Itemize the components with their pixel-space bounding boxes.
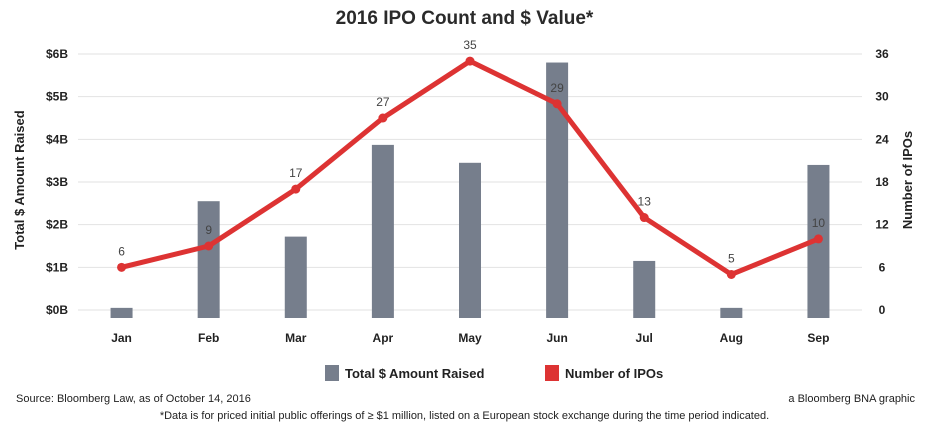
right-tick-label: 30 (875, 90, 889, 104)
ipo-point-jul (639, 213, 649, 223)
x-tick-label: Sep (807, 331, 829, 345)
bar-jun (546, 62, 569, 319)
left-tick-label: $4B (46, 132, 68, 146)
legend-label-amount: Total $ Amount Raised (345, 366, 484, 381)
bar-may (459, 162, 481, 318)
ipo-point-may (465, 56, 475, 66)
bar-apr (371, 144, 394, 318)
ipo-count-label: 29 (550, 81, 564, 95)
bar-aug (720, 307, 743, 318)
left-axis-label: Total $ Amount Raised (12, 110, 27, 249)
ipo-point-jun (552, 99, 562, 109)
ipo-count-label: 9 (205, 223, 212, 237)
ipo-count-label: 5 (728, 251, 735, 265)
ipo-count-label: 17 (289, 166, 303, 180)
ipo-count-label: 13 (638, 195, 652, 209)
ipo-point-aug (726, 269, 736, 279)
left-tick-label: $5B (46, 90, 68, 104)
x-tick-label: Mar (285, 331, 307, 345)
legend-label-count: Number of IPOs (565, 366, 663, 381)
chart-title: 2016 IPO Count and $ Value* (335, 8, 594, 29)
x-tick-label: Aug (720, 331, 743, 345)
left-tick-label: $0B (46, 303, 68, 317)
credit-note: a Bloomberg BNA graphic (788, 393, 915, 405)
x-tick-label: May (458, 331, 482, 345)
legend-swatch-count (545, 365, 559, 381)
ipo-point-mar (291, 184, 301, 194)
ipo-count-label: 10 (812, 216, 826, 230)
left-tick-label: $3B (46, 175, 68, 189)
ipo-count-label: 27 (376, 95, 390, 109)
x-tick-label: Jan (111, 331, 132, 345)
right-tick-label: 12 (875, 218, 889, 232)
x-tick-label: Jul (636, 331, 653, 345)
legend-swatch-amount (325, 365, 339, 381)
right-tick-label: 0 (879, 303, 886, 317)
ipo-point-feb (204, 241, 214, 251)
legend: Total $ Amount Raised Number of IPOs (325, 365, 663, 381)
right-tick-label: 6 (879, 260, 886, 274)
bar-feb (197, 201, 220, 318)
ipo-point-sep (813, 234, 823, 244)
right-tick-label: 24 (875, 132, 889, 146)
right-tick-label: 36 (875, 47, 889, 61)
x-tick-label: Jun (546, 331, 567, 345)
right-axis-label: Number of IPOs (900, 131, 915, 229)
ipo-point-apr (378, 113, 388, 123)
footnote: *Data is for priced initial public offer… (159, 410, 770, 422)
left-tick-label: $1B (46, 260, 68, 274)
left-tick-label: $2B (46, 218, 68, 232)
ipo-point-jan (117, 262, 127, 272)
source-note: Source: Bloomberg Law, as of October 14,… (16, 393, 251, 405)
ipo-count-label: 35 (463, 38, 477, 52)
bar-jan (110, 307, 133, 318)
right-tick-label: 18 (875, 175, 889, 189)
bar-mar (284, 236, 307, 318)
left-tick-label: $6B (46, 47, 68, 61)
x-tick-label: Feb (198, 331, 219, 345)
bar-jul (633, 260, 656, 318)
x-tick-label: Apr (373, 331, 394, 345)
ipo-count-label: 6 (118, 244, 125, 258)
